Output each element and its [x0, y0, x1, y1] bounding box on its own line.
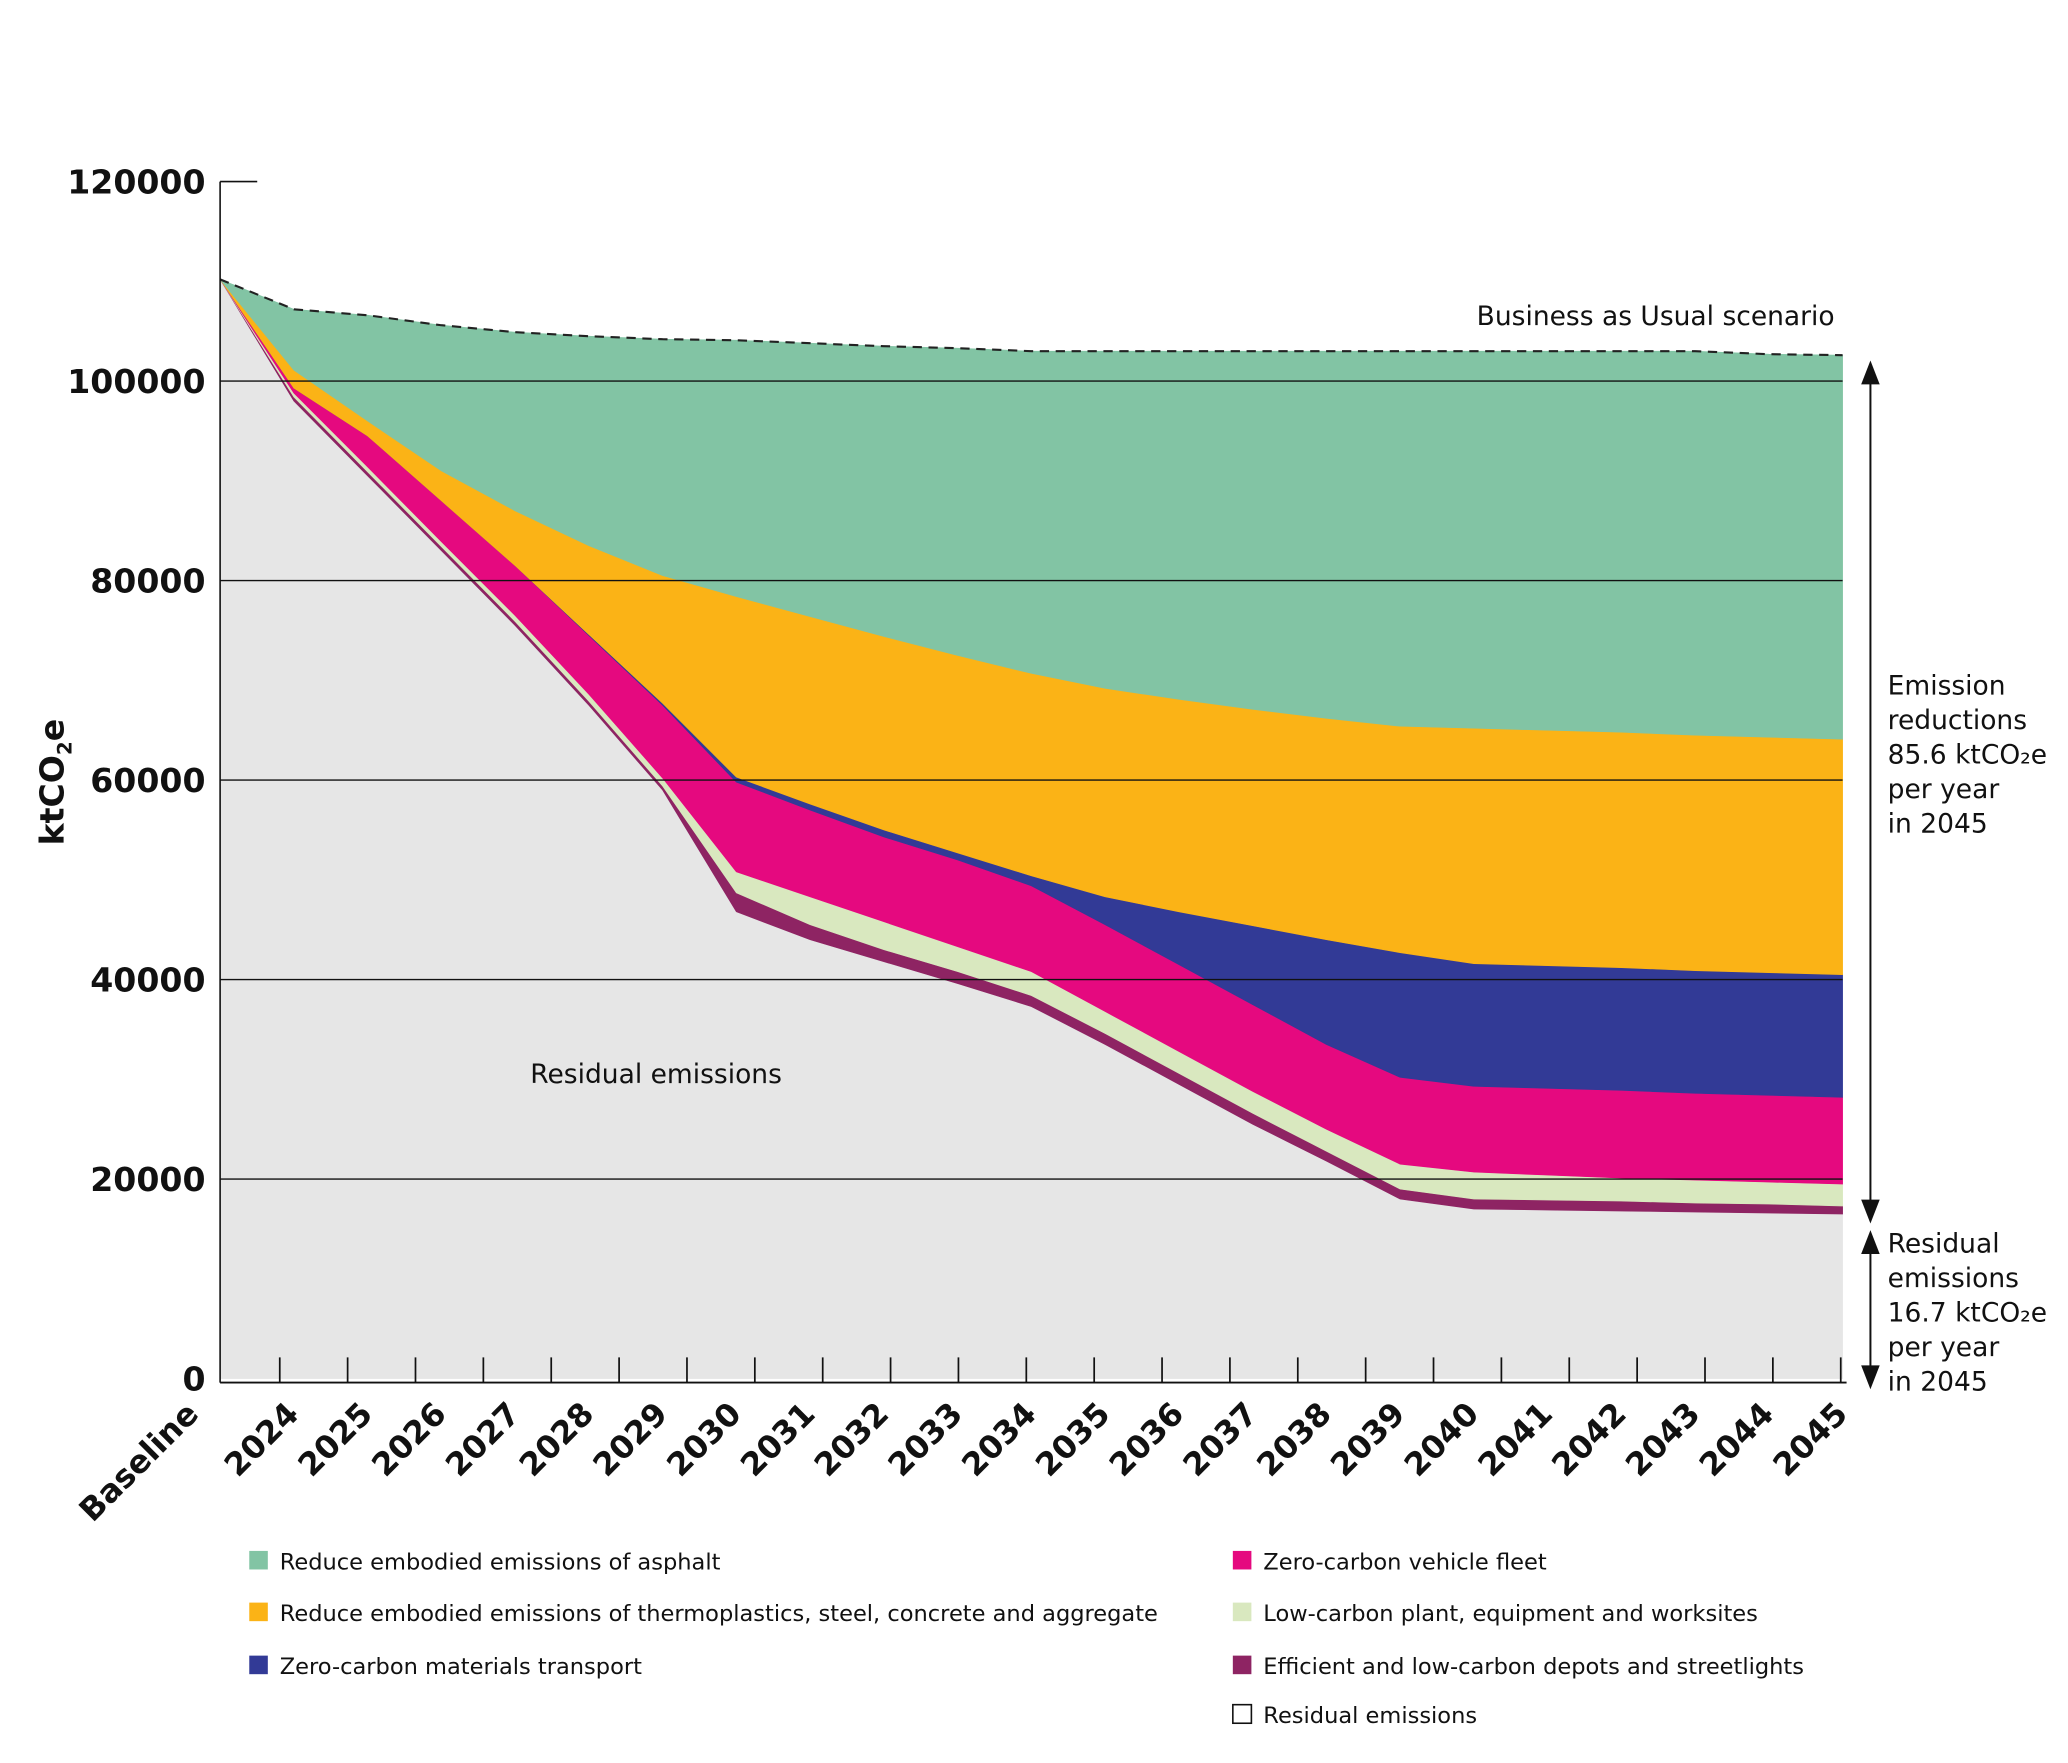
- bau-dashed-line: [219, 278, 1843, 357]
- legend-swatch: [249, 1602, 268, 1622]
- x-tick-label: 2035: [1028, 1394, 1117, 1483]
- legend-label: Efficient and low-carbon depots and stre…: [1263, 1654, 1804, 1680]
- arrow-down-icon: [1861, 1365, 1880, 1390]
- reductions-annotation-line: reductions: [1888, 705, 2027, 736]
- y-axis-label: ktCO2e: [33, 719, 77, 846]
- y-tick-label: 120000: [67, 163, 205, 202]
- x-tick-label: 2025: [290, 1394, 379, 1483]
- x-tick-label: 2029: [585, 1394, 674, 1483]
- x-tick-label: 2032: [807, 1394, 896, 1483]
- x-tick-label: 2033: [880, 1394, 969, 1483]
- x-tick-label: Baseline: [71, 1394, 205, 1528]
- x-tick-label: 2038: [1249, 1394, 1338, 1483]
- legend-label: Zero-carbon materials transport: [280, 1654, 642, 1680]
- x-tick-label: 2042: [1544, 1394, 1633, 1483]
- residual-area-label: Residual emissions: [530, 1059, 782, 1090]
- x-tick-label: 2037: [1175, 1394, 1264, 1483]
- legend-label: Reduce embodied emissions of asphalt: [280, 1549, 721, 1575]
- arrow-down-icon: [1861, 1199, 1880, 1224]
- x-tick-label: 2026: [364, 1394, 453, 1483]
- x-tick-label: 2040: [1397, 1394, 1486, 1483]
- legend-label: Low-carbon plant, equipment and worksite…: [1263, 1601, 1758, 1627]
- y-tick-label: 40000: [90, 961, 205, 1000]
- y-tick-label: 20000: [90, 1160, 205, 1199]
- x-tick-label: 2034: [954, 1394, 1043, 1483]
- legend: Reduce embodied emissions of asphalt Redu…: [249, 1549, 1804, 1729]
- reductions-annotation-line: Emission: [1888, 671, 2006, 702]
- y-tick-label: 80000: [90, 562, 205, 601]
- y-tick-label: 60000: [90, 761, 205, 800]
- arrow-up-icon: [1861, 360, 1880, 385]
- legend-swatch: [249, 1550, 268, 1570]
- legend-swatch: [1232, 1602, 1252, 1622]
- x-tick-label: 2031: [733, 1394, 822, 1483]
- residual-annotation-line: emissions: [1888, 1263, 2019, 1294]
- reductions-annotation-line: in 2045: [1888, 808, 1988, 839]
- residual-annotation-line: 16.7 ktCO₂e: [1888, 1298, 2047, 1329]
- legend-label: Zero-carbon vehicle fleet: [1263, 1549, 1547, 1575]
- x-tick-label: 2039: [1323, 1394, 1412, 1483]
- legend-swatch: [1232, 1655, 1252, 1675]
- x-tick-label: 2041: [1470, 1394, 1559, 1483]
- bau-label: Business as Usual scenario: [1477, 301, 1835, 332]
- x-tick-label: 2024: [217, 1394, 306, 1483]
- legend-swatch: [1232, 1550, 1252, 1570]
- reductions-annotation-line: per year: [1888, 774, 2000, 805]
- residual-annotation-line: in 2045: [1888, 1367, 1988, 1398]
- x-tick-label: 2044: [1692, 1394, 1781, 1483]
- reductions-annotation-line: 85.6 ktCO₂e: [1888, 740, 2047, 771]
- y-tick-label: 0: [182, 1360, 205, 1399]
- y-tick-label: 100000: [67, 362, 205, 401]
- residual-annotation-line: Residual: [1888, 1229, 2000, 1260]
- x-tick-label: 2028: [512, 1394, 601, 1483]
- x-tick-label: 2030: [659, 1394, 748, 1483]
- gridlines: [220, 380, 1843, 1180]
- legend-label: Reduce embodied emissions of thermoplast…: [280, 1601, 1158, 1627]
- x-tick-label: 2036: [1102, 1394, 1191, 1483]
- bau-line: [219, 278, 1843, 357]
- stacked-areas: [219, 278, 1843, 1379]
- x-tick-label: 2043: [1618, 1394, 1707, 1483]
- legend-label: Residual emissions: [1263, 1703, 1477, 1729]
- legend-swatch: [1232, 1703, 1253, 1725]
- x-tick-label: 2027: [438, 1394, 527, 1483]
- x-tick-label: 2045: [1765, 1394, 1854, 1483]
- arrow-up-icon: [1861, 1230, 1880, 1254]
- legend-swatch: [249, 1655, 268, 1675]
- residual-annotation-line: per year: [1888, 1332, 2000, 1363]
- axes: [219, 180, 1847, 1384]
